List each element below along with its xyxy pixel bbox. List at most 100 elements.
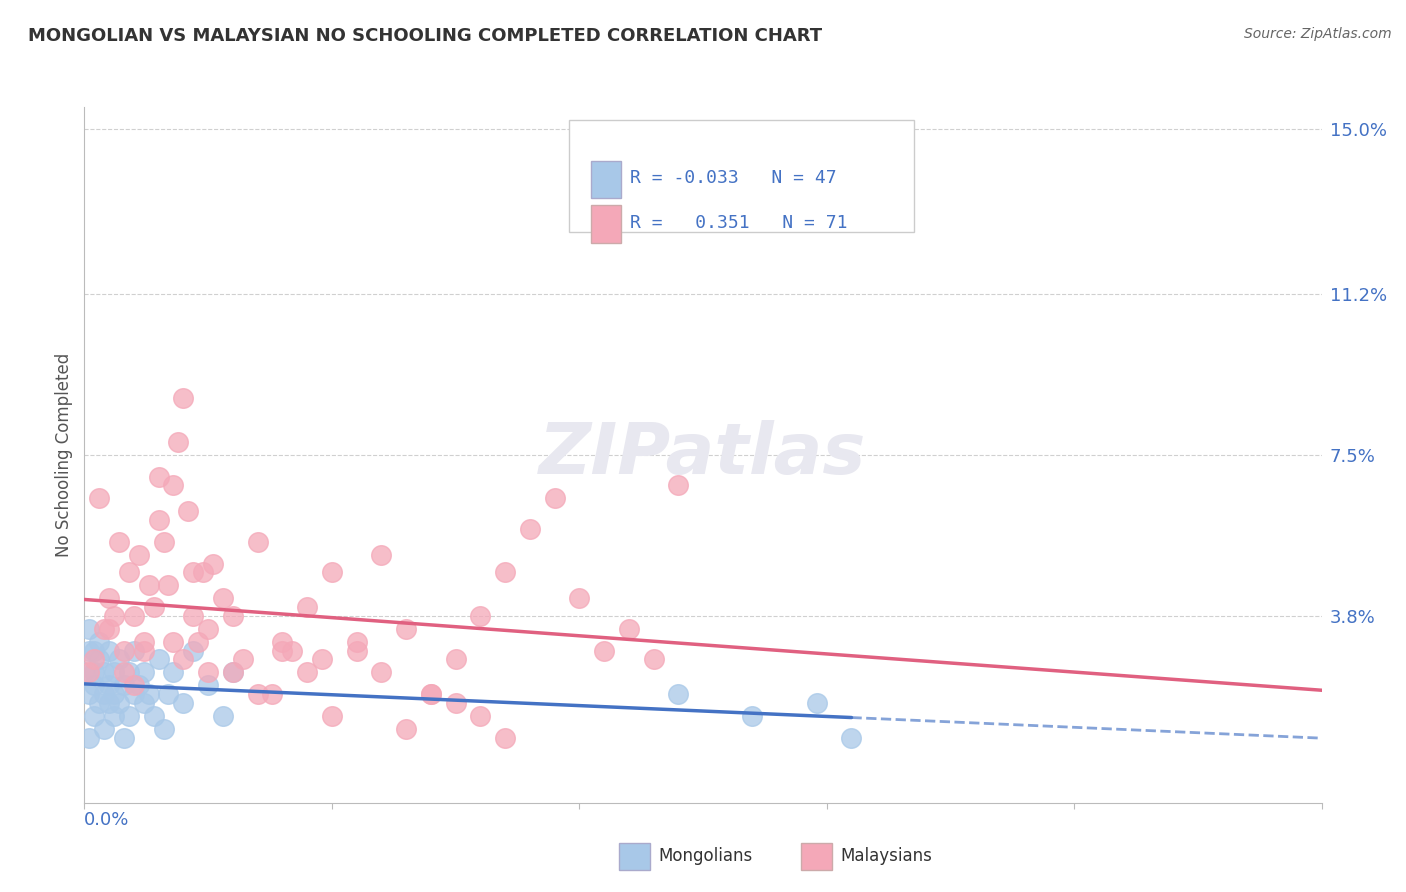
Point [152, 534, 174, 549]
Point [152, 722, 174, 736]
Point [98, 696, 121, 710]
Point [93, 665, 115, 680]
Point [112, 731, 135, 745]
Point [470, 708, 492, 723]
Point [162, 478, 184, 492]
Point [271, 643, 294, 657]
Point [157, 578, 180, 592]
Point [197, 678, 219, 692]
Point [519, 522, 541, 536]
Point [142, 708, 165, 723]
Text: ZIPatlas: ZIPatlas [540, 420, 866, 490]
Point [142, 600, 165, 615]
Point [128, 548, 150, 562]
Point [103, 708, 125, 723]
Point [321, 566, 343, 580]
Text: Source: ZipAtlas.com: Source: ZipAtlas.com [1244, 27, 1392, 41]
Point [138, 578, 160, 592]
Y-axis label: No Schooling Completed: No Schooling Completed [55, 353, 73, 557]
Point [568, 591, 591, 606]
Point [93, 687, 115, 701]
Point [148, 513, 170, 527]
Point [494, 731, 516, 745]
Point [132, 665, 155, 680]
Text: Mongolians: Mongolians [658, 847, 752, 865]
Point [222, 665, 245, 680]
Point [295, 600, 318, 615]
Point [187, 635, 209, 649]
Point [197, 665, 219, 680]
Point [295, 665, 318, 680]
Point [741, 708, 763, 723]
Text: MONGOLIAN VS MALAYSIAN NO SCHOOLING COMPLETED CORRELATION CHART: MONGOLIAN VS MALAYSIAN NO SCHOOLING COMP… [28, 27, 823, 45]
Point [321, 708, 343, 723]
Point [197, 622, 219, 636]
Point [89, 696, 111, 710]
Point [470, 608, 492, 623]
Point [181, 566, 204, 580]
Point [202, 557, 225, 571]
Point [73, 665, 96, 680]
Point [494, 566, 516, 580]
Point [543, 491, 565, 506]
Point [167, 434, 190, 449]
Point [79, 622, 101, 636]
Point [89, 652, 111, 666]
Text: R =   0.351   N = 71: R = 0.351 N = 71 [630, 214, 848, 232]
Point [138, 687, 160, 701]
Text: Malaysians: Malaysians [841, 847, 932, 865]
Point [79, 665, 101, 680]
Point [212, 591, 235, 606]
Point [122, 643, 145, 657]
Point [643, 652, 665, 666]
Point [79, 731, 101, 745]
Point [841, 731, 863, 745]
Point [132, 643, 155, 657]
Point [108, 652, 131, 666]
Point [83, 678, 105, 692]
Point [83, 643, 105, 657]
Point [93, 722, 115, 736]
Point [232, 652, 254, 666]
Point [128, 678, 150, 692]
Point [212, 708, 235, 723]
Point [281, 643, 304, 657]
Point [172, 652, 194, 666]
Point [419, 687, 441, 701]
Point [157, 687, 180, 701]
Point [118, 708, 141, 723]
Point [93, 622, 115, 636]
Point [172, 392, 194, 406]
Point [108, 534, 131, 549]
Point [370, 665, 392, 680]
Point [132, 696, 155, 710]
Point [666, 478, 689, 492]
Point [148, 469, 170, 483]
Point [444, 652, 467, 666]
Point [148, 652, 170, 666]
Point [118, 665, 141, 680]
Point [346, 643, 368, 657]
Text: R = -0.033   N = 47: R = -0.033 N = 47 [630, 169, 837, 187]
Point [108, 696, 131, 710]
Point [132, 635, 155, 649]
Point [444, 696, 467, 710]
Point [98, 643, 121, 657]
Point [162, 635, 184, 649]
Point [222, 608, 245, 623]
Point [103, 665, 125, 680]
Point [89, 635, 111, 649]
Point [395, 622, 418, 636]
Point [262, 687, 284, 701]
Point [346, 635, 368, 649]
Text: 0.0%: 0.0% [84, 811, 129, 830]
Point [181, 608, 204, 623]
Point [806, 696, 828, 710]
Point [112, 665, 135, 680]
Point [177, 504, 200, 518]
Point [79, 687, 101, 701]
Point [191, 566, 214, 580]
Point [83, 708, 105, 723]
Point [103, 687, 125, 701]
Point [311, 652, 333, 666]
